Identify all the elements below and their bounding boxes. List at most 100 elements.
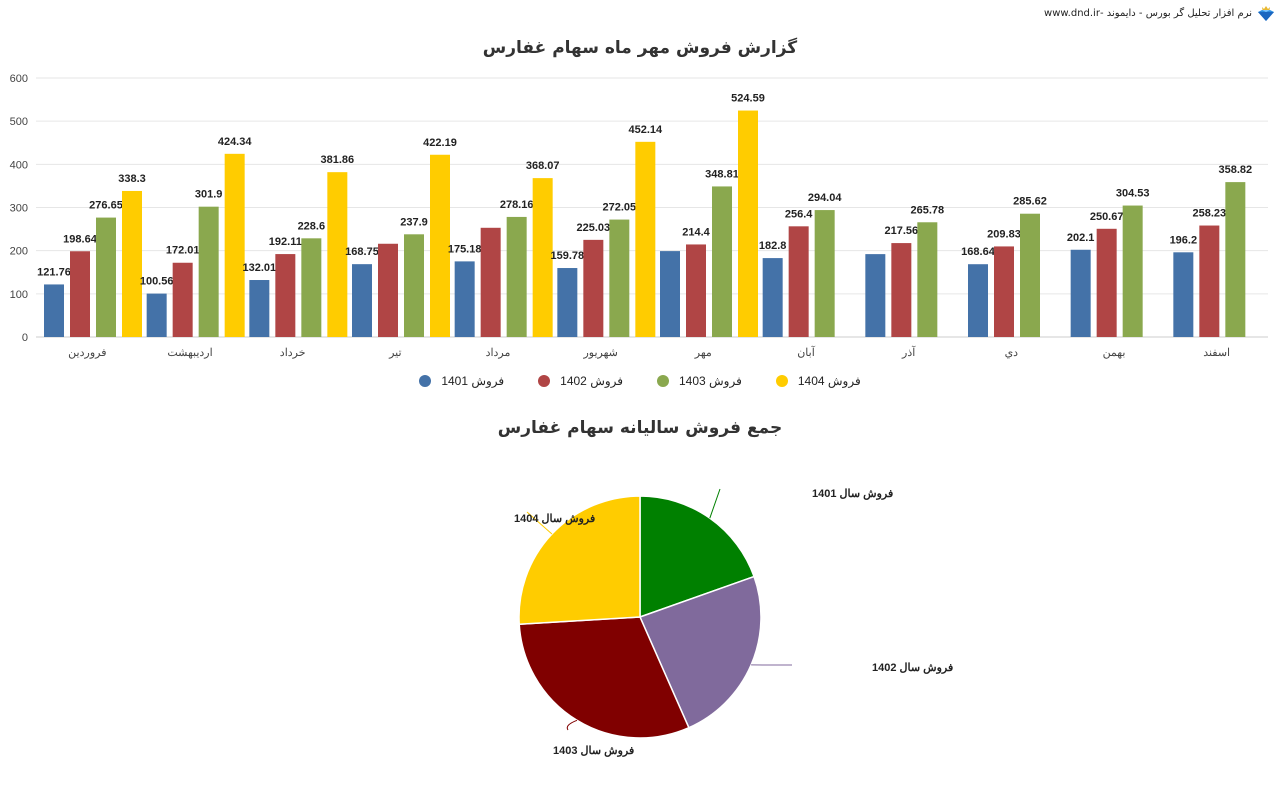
x-category-label: تیر bbox=[388, 347, 401, 359]
bar-value-label: 304.53 bbox=[1116, 188, 1150, 200]
y-tick-label: 300 bbox=[10, 203, 28, 215]
bar bbox=[712, 186, 732, 337]
legend-dot-icon bbox=[775, 375, 788, 387]
bar bbox=[404, 234, 424, 337]
bar-value-label: 159.78 bbox=[551, 250, 585, 262]
bar bbox=[122, 190, 142, 337]
bar bbox=[994, 246, 1014, 337]
pie-leader-line bbox=[566, 719, 578, 731]
legend-item[interactable]: فروش 1402 bbox=[538, 374, 623, 388]
pie-leader-line bbox=[709, 488, 721, 519]
bar bbox=[609, 219, 630, 337]
bar bbox=[660, 251, 680, 337]
bar bbox=[891, 243, 912, 337]
x-category-label: دي bbox=[1005, 347, 1019, 359]
bar-value-label: 265.78 bbox=[911, 204, 945, 216]
bar-value-label: 168.75 bbox=[345, 246, 379, 258]
bar bbox=[430, 154, 450, 337]
bar-value-label: 198.64 bbox=[63, 233, 98, 245]
bar-value-label: 258.23 bbox=[1193, 208, 1227, 220]
legend-item[interactable]: فروش 1401 bbox=[419, 374, 504, 388]
pie-slice bbox=[638, 575, 762, 729]
bar-value-label: 285.62 bbox=[1013, 196, 1047, 208]
bar bbox=[738, 110, 758, 337]
bar-value-label: 121.76 bbox=[37, 266, 71, 278]
diamond-crown-icon bbox=[1258, 6, 1274, 21]
bar bbox=[454, 261, 475, 337]
legend-dot-icon bbox=[538, 375, 551, 387]
bar bbox=[865, 254, 886, 337]
bar-value-label: 168.64 bbox=[961, 246, 996, 258]
bar bbox=[532, 178, 553, 337]
pie-slice-label: فروش سال 1403 bbox=[553, 745, 634, 757]
bar-value-label: 225.03 bbox=[577, 222, 611, 234]
bar-value-label: 348.81 bbox=[705, 168, 739, 180]
bar-value-label: 381.86 bbox=[321, 154, 355, 166]
bar-value-label: 214.4 bbox=[682, 226, 710, 238]
x-category-label: اردیبهشت bbox=[167, 347, 212, 359]
bar bbox=[198, 206, 219, 337]
bar bbox=[249, 280, 270, 337]
bar-value-label: 276.65 bbox=[89, 200, 123, 212]
bar bbox=[1122, 205, 1143, 337]
bar-value-label: 209.83 bbox=[987, 228, 1021, 240]
x-category-label: خرداد bbox=[280, 347, 306, 359]
bar bbox=[301, 238, 322, 337]
pie-chart: فروش سال 1401 فروش سال 1402 فروش سال 1403 ف… bbox=[514, 488, 953, 757]
legend-label: فروش 1401 bbox=[441, 374, 505, 388]
legend-dot-icon bbox=[419, 375, 432, 387]
bar bbox=[635, 141, 656, 337]
pie-slice-label: فروش سال 1404 bbox=[514, 513, 595, 525]
bar bbox=[762, 258, 783, 337]
bar bbox=[327, 172, 348, 337]
x-category-label: شهریور bbox=[582, 347, 617, 359]
brand-text: نرم افزار تحلیل گر بورس - دایموند -www.d… bbox=[1044, 7, 1252, 19]
pie-slice bbox=[518, 495, 641, 625]
bar-value-label: 250.67 bbox=[1090, 211, 1124, 223]
bar bbox=[1096, 228, 1117, 337]
bar bbox=[480, 227, 501, 337]
bar-value-label: 424.34 bbox=[218, 136, 253, 148]
legend-item[interactable]: فروش 1404 bbox=[775, 374, 861, 388]
bar bbox=[557, 268, 578, 337]
legend-item[interactable]: فروش 1403 bbox=[657, 374, 742, 388]
bar bbox=[583, 239, 604, 337]
pie-slice bbox=[518, 616, 690, 739]
x-category-label: بهمن bbox=[1103, 347, 1126, 359]
legend-label: فروش 1402 bbox=[560, 374, 623, 388]
bar bbox=[814, 210, 835, 337]
x-category-label: آذر bbox=[901, 346, 916, 359]
bar bbox=[96, 217, 116, 337]
bar bbox=[44, 284, 64, 337]
bar bbox=[968, 264, 988, 337]
legend-dot-icon bbox=[657, 375, 669, 387]
bar bbox=[146, 293, 167, 337]
y-tick-label: 100 bbox=[10, 289, 28, 301]
bar bbox=[378, 243, 398, 337]
bar bbox=[506, 216, 527, 337]
bar-value-label: 524.59 bbox=[731, 93, 765, 105]
x-category-label: مهر bbox=[694, 347, 712, 359]
bar-value-label: 452.14 bbox=[629, 124, 664, 136]
bar-value-label: 172.01 bbox=[166, 245, 200, 257]
bar bbox=[1020, 213, 1040, 337]
bar-value-label: 175.18 bbox=[448, 243, 482, 255]
bar-value-label: 202.1 bbox=[1067, 232, 1095, 244]
bar bbox=[788, 226, 809, 337]
x-category-label: اسفند bbox=[1203, 347, 1230, 359]
bar-value-label: 237.9 bbox=[400, 216, 428, 228]
bar bbox=[686, 244, 706, 337]
brand-header: نرم افزار تحلیل گر بورس - دایموند -www.d… bbox=[1044, 4, 1276, 22]
pie-leader-line bbox=[526, 511, 553, 535]
pie-slice-label: فروش سال 1402 bbox=[872, 662, 953, 674]
bar bbox=[917, 222, 938, 337]
bar-value-label: 422.19 bbox=[423, 137, 457, 149]
y-tick-label: 200 bbox=[10, 246, 28, 258]
bar-value-label: 272.05 bbox=[603, 202, 637, 214]
bar-value-label: 368.07 bbox=[526, 160, 560, 172]
bar-value-label: 132.01 bbox=[243, 262, 277, 274]
bar-value-label: 338.3 bbox=[118, 173, 146, 185]
bar-value-label: 228.6 bbox=[298, 220, 326, 232]
y-tick-label: 400 bbox=[10, 159, 28, 171]
bar bbox=[1070, 249, 1091, 337]
